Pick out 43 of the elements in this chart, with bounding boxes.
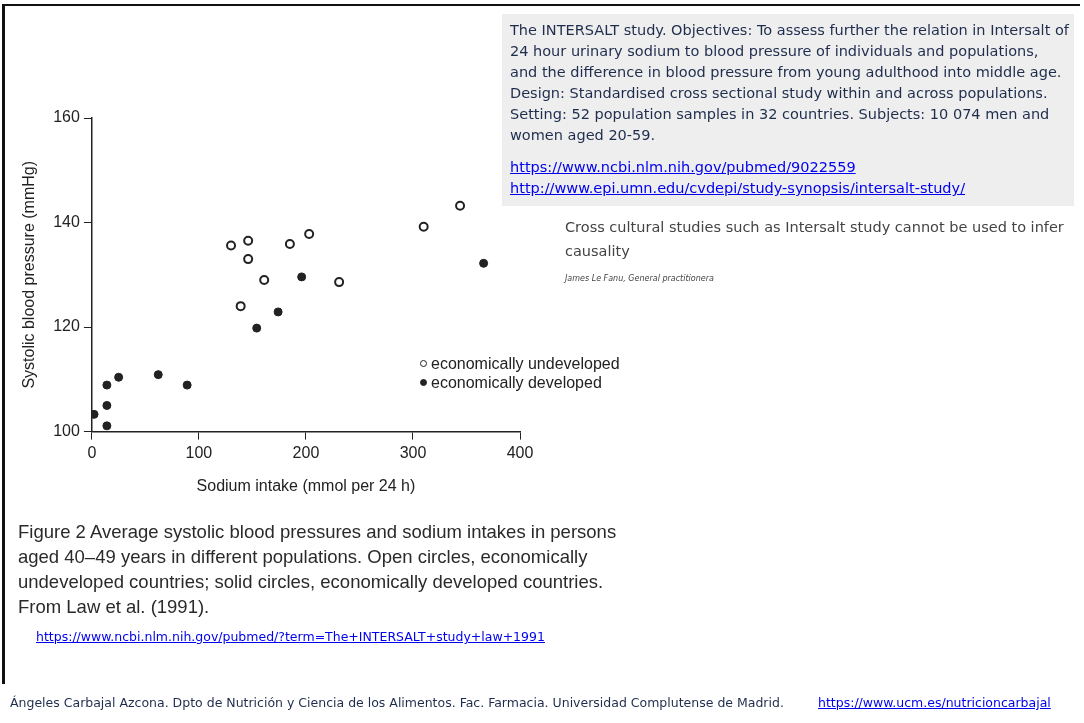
legend-label: economically undeveloped: [431, 353, 620, 373]
point: [334, 277, 345, 288]
text: https://www.ncbi.nlm.nih.gov/pubmed/?term=The+INTERSALT+study+law+1991: [36, 629, 546, 644]
text: Ángeles Carbajal Azcona. Dpto de Nutrición y Ciencia de los Alimentos. Fac. Farmacia. Universidad Complutense de Madrid.: [10, 695, 784, 710]
point: [455, 200, 466, 211]
y-tick-label: 160: [53, 108, 80, 126]
annotation: https://www.ncbi.nlm.nih.gov/pubmed/9022559: [510, 158, 857, 177]
point: [479, 258, 489, 268]
x-tick-label: 100: [185, 443, 213, 461]
point: [418, 221, 429, 232]
annotation: http://www.epi.umn.edu/cvdepi/study-synopsis/intersalt-study/: [510, 179, 967, 198]
point: [243, 235, 254, 246]
point: [226, 240, 237, 251]
legend-label: economically developed: [431, 372, 602, 392]
x-tick-label: 400: [506, 443, 534, 461]
y-tick-label: 100: [53, 422, 80, 440]
caption: Figure 2 Average systolic blood pressures and sodium intakes in persons aged 40–49 years in different populations. Open circles, economically undeveloped countries; solid circles, economically developed countries. From Law et al. (1991).: [18, 520, 618, 619]
text: Cross cultural studies such as Intersalt study cannot be used to infer causality: [565, 218, 1065, 261]
point: [284, 238, 295, 249]
point: [102, 421, 112, 431]
point: [114, 372, 124, 382]
y-tick-label: 120: [53, 317, 80, 335]
y-tick-label: 140: [53, 212, 80, 230]
point: [102, 380, 112, 390]
point: [304, 229, 315, 240]
text: https://www.ucm.es/nutricioncarbajal: [818, 695, 1052, 710]
point: [153, 370, 163, 380]
point: [235, 301, 246, 312]
point: [243, 254, 254, 265]
point: [91, 409, 99, 419]
x-tick-label: 200: [292, 443, 320, 461]
annotation: The INTERSALT study. Objectives: To assess further the relation in Intersalt of 24 hour urinary sodium to blood pressure of individuals and populations, and the difference in blood pressure from young adulthood into middle age. Design: Standardised cross sectional study within and across populations. Setting: 52 population samples in 32 countries. Subjects: 10 074 men and women aged 20-59.: [510, 21, 1070, 145]
point: [259, 275, 270, 286]
point: [297, 272, 307, 282]
text: James Le Fanu, General practitionera: [565, 274, 715, 283]
x-tick-label: 300: [399, 443, 427, 461]
point: [102, 400, 112, 410]
y-axis-title: Systolic blood pressure (mmHg): [20, 160, 38, 389]
point: [273, 307, 283, 317]
point: [182, 380, 192, 390]
x-axis-title: Sodium intake (mmol per 24 h): [196, 476, 416, 494]
x-tick-label: 0: [87, 443, 97, 461]
point: [252, 323, 262, 333]
